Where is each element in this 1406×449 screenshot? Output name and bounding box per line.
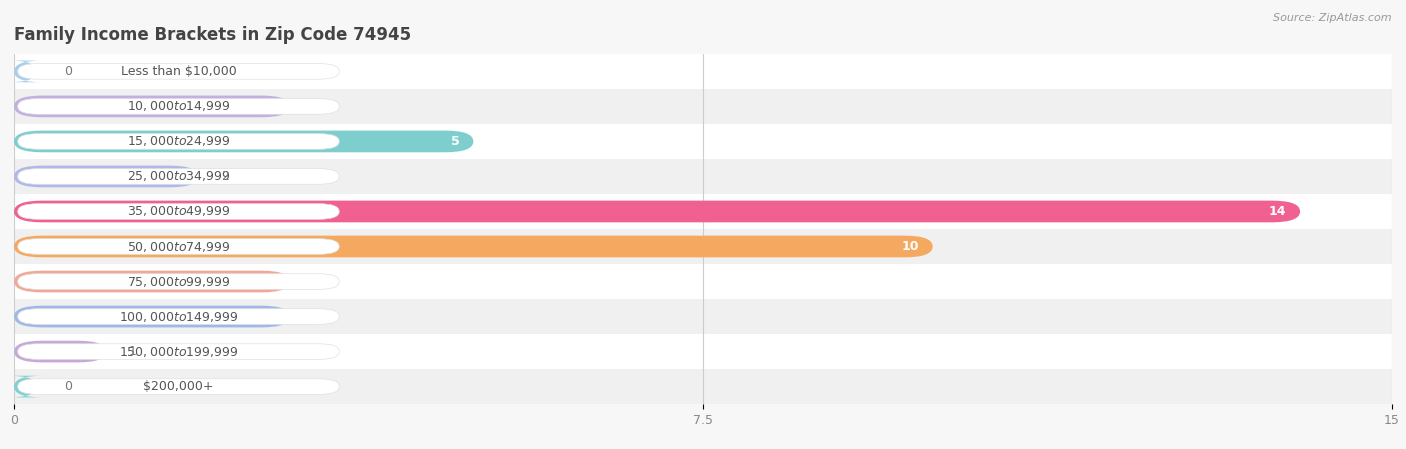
Bar — [14, 229, 1392, 264]
Text: $75,000 to $99,999: $75,000 to $99,999 — [127, 274, 231, 289]
Text: $150,000 to $199,999: $150,000 to $199,999 — [118, 344, 238, 359]
Text: 3: 3 — [267, 100, 276, 113]
Bar — [14, 124, 1392, 159]
FancyBboxPatch shape — [14, 341, 105, 362]
FancyBboxPatch shape — [18, 344, 339, 359]
Bar — [14, 264, 1392, 299]
Text: 5: 5 — [451, 135, 460, 148]
FancyBboxPatch shape — [18, 239, 339, 254]
FancyBboxPatch shape — [18, 379, 339, 394]
Text: $10,000 to $14,999: $10,000 to $14,999 — [127, 99, 231, 114]
FancyBboxPatch shape — [8, 61, 42, 82]
Bar — [14, 89, 1392, 124]
FancyBboxPatch shape — [18, 274, 339, 289]
Text: $25,000 to $34,999: $25,000 to $34,999 — [127, 169, 231, 184]
Text: $50,000 to $74,999: $50,000 to $74,999 — [127, 239, 231, 254]
Bar — [14, 54, 1392, 89]
FancyBboxPatch shape — [18, 204, 339, 219]
FancyBboxPatch shape — [14, 96, 290, 117]
FancyBboxPatch shape — [14, 131, 474, 152]
Text: 14: 14 — [1268, 205, 1286, 218]
Text: 0: 0 — [65, 65, 73, 78]
Text: $100,000 to $149,999: $100,000 to $149,999 — [118, 309, 238, 324]
FancyBboxPatch shape — [14, 166, 198, 187]
FancyBboxPatch shape — [14, 201, 1301, 222]
Text: Family Income Brackets in Zip Code 74945: Family Income Brackets in Zip Code 74945 — [14, 26, 411, 44]
Text: 3: 3 — [267, 275, 276, 288]
Text: 10: 10 — [901, 240, 920, 253]
FancyBboxPatch shape — [14, 271, 290, 292]
Text: $200,000+: $200,000+ — [143, 380, 214, 393]
Text: Source: ZipAtlas.com: Source: ZipAtlas.com — [1274, 13, 1392, 23]
Text: 1: 1 — [129, 345, 136, 358]
Bar — [14, 159, 1392, 194]
Bar — [14, 369, 1392, 404]
Text: Less than $10,000: Less than $10,000 — [121, 65, 236, 78]
Bar — [14, 334, 1392, 369]
Text: $35,000 to $49,999: $35,000 to $49,999 — [127, 204, 231, 219]
FancyBboxPatch shape — [8, 376, 42, 397]
Text: 0: 0 — [65, 380, 73, 393]
Bar — [14, 299, 1392, 334]
Text: $15,000 to $24,999: $15,000 to $24,999 — [127, 134, 231, 149]
Bar — [14, 194, 1392, 229]
FancyBboxPatch shape — [18, 309, 339, 324]
FancyBboxPatch shape — [18, 64, 339, 79]
Text: 3: 3 — [267, 310, 276, 323]
Text: 2: 2 — [221, 170, 229, 183]
FancyBboxPatch shape — [18, 134, 339, 149]
FancyBboxPatch shape — [18, 99, 339, 114]
FancyBboxPatch shape — [18, 169, 339, 184]
FancyBboxPatch shape — [14, 236, 932, 257]
FancyBboxPatch shape — [14, 306, 290, 327]
